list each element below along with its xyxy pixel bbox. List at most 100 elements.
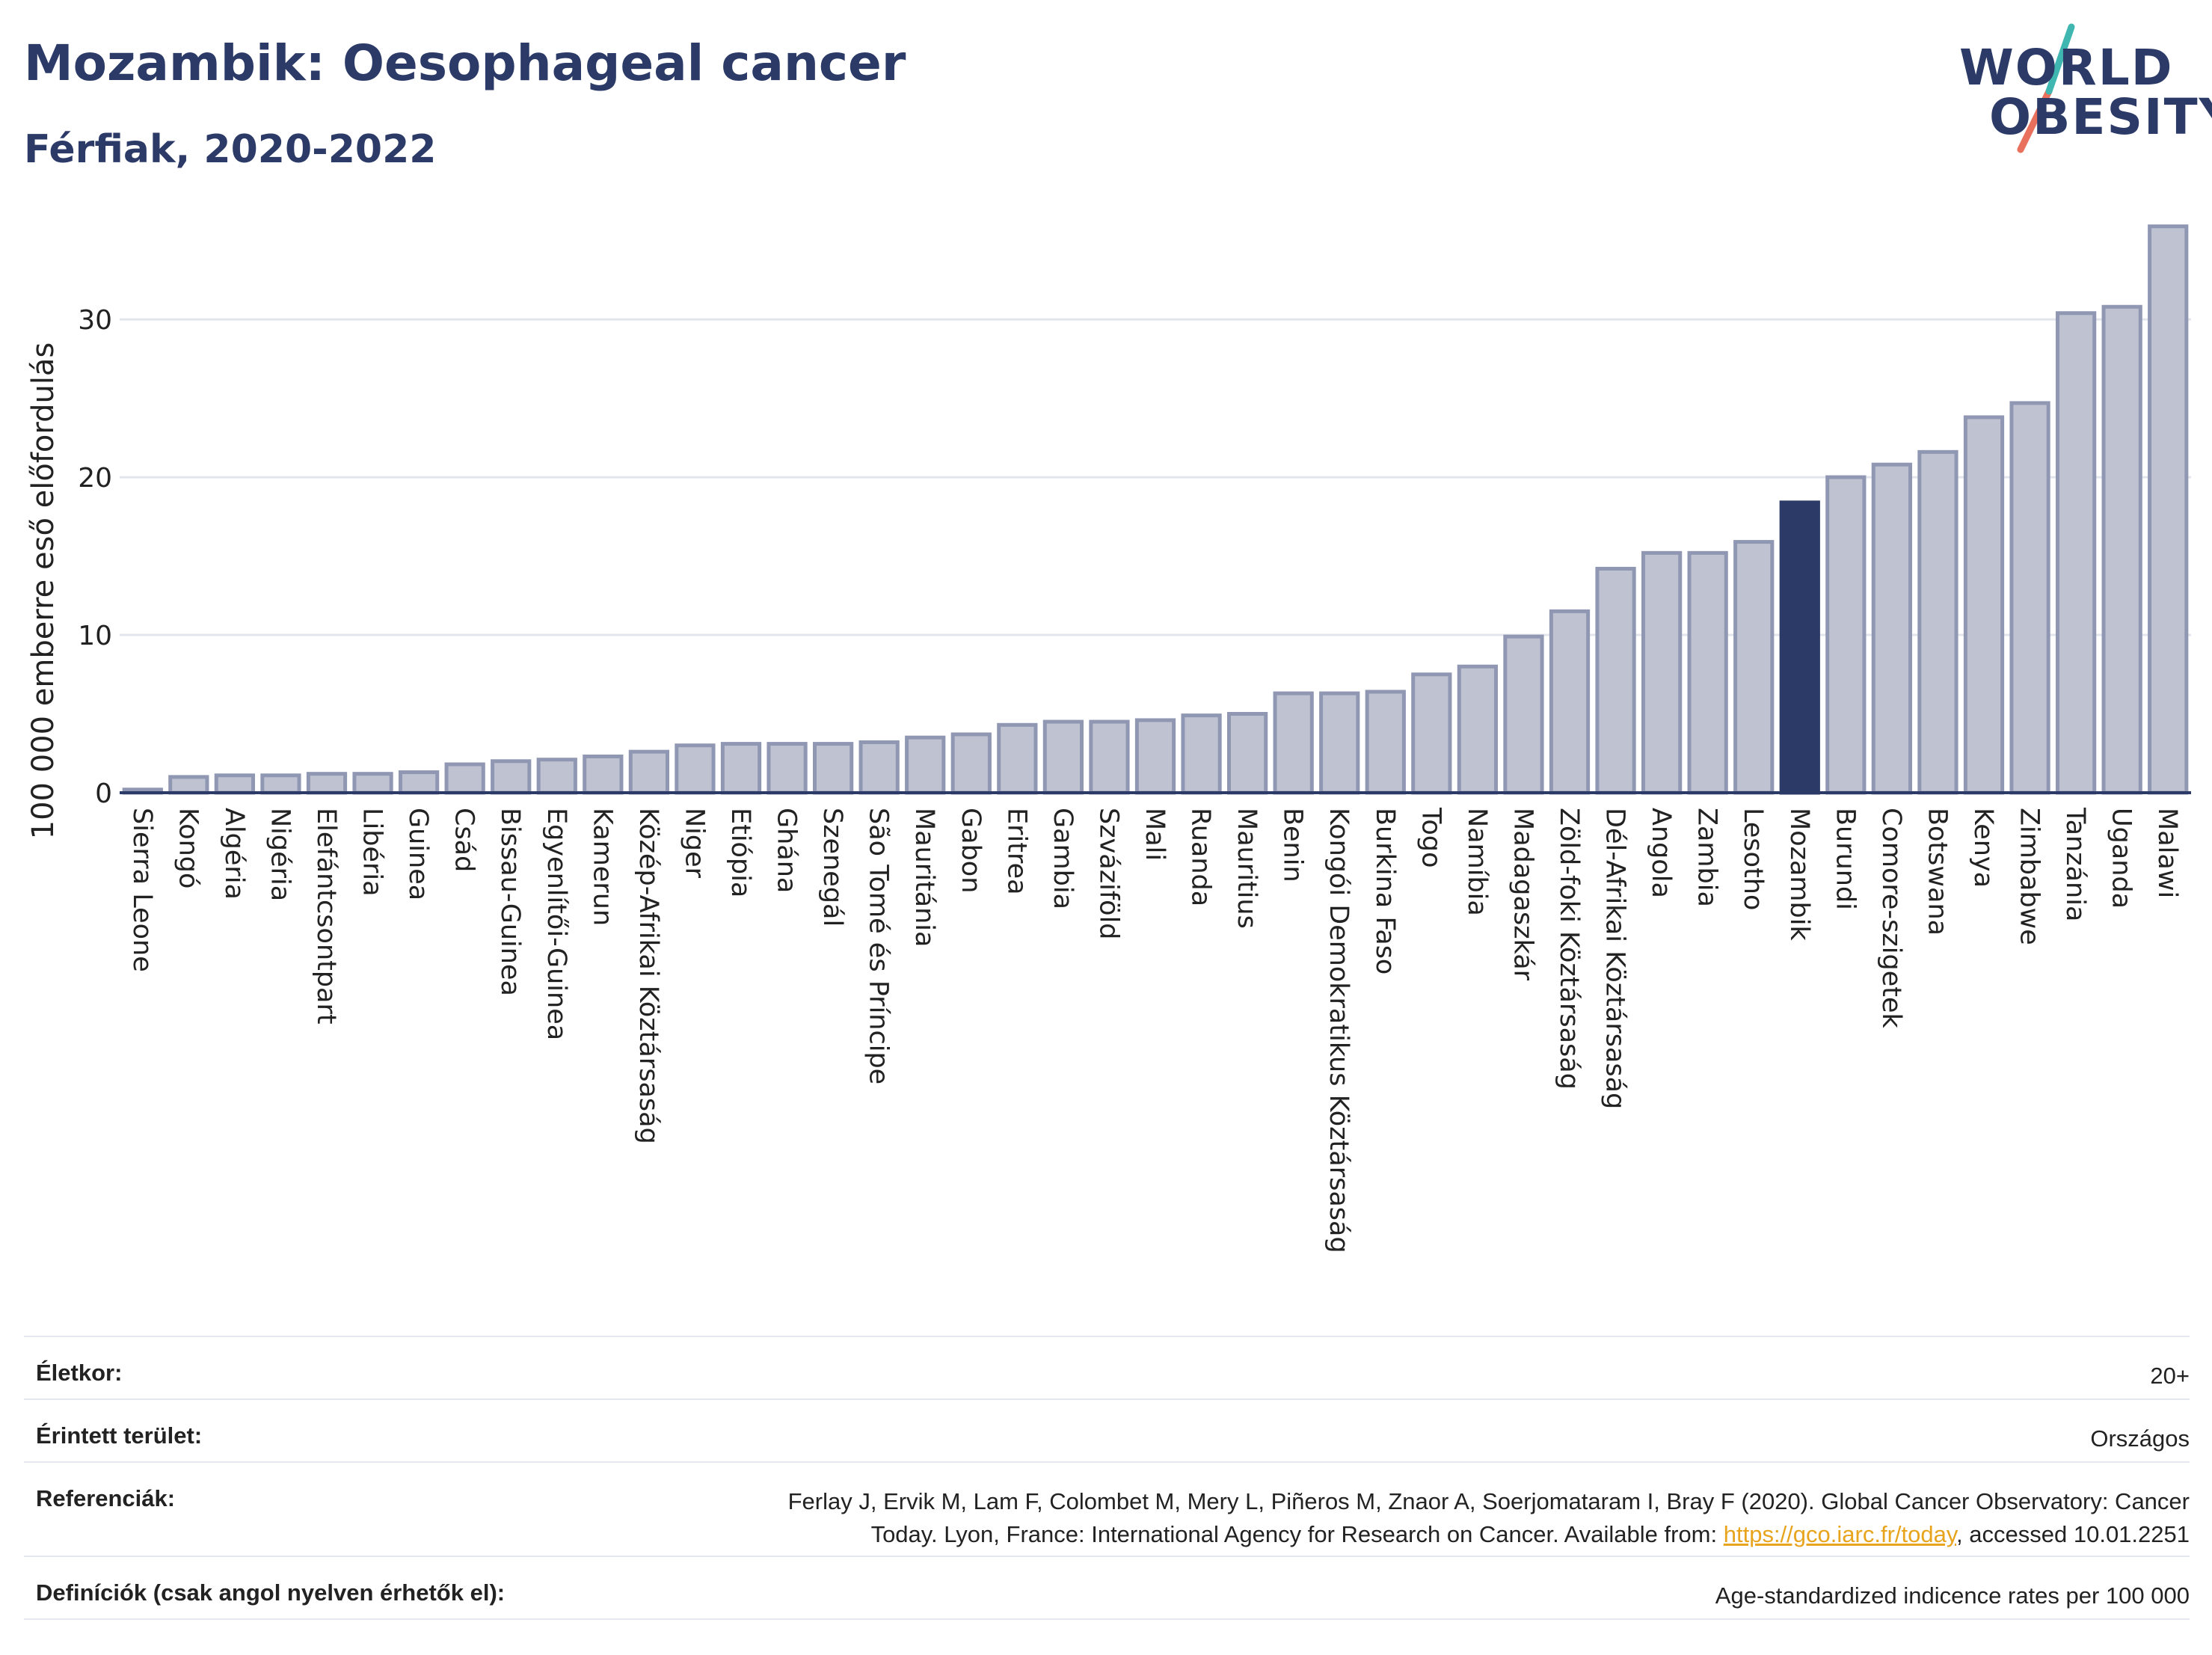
x-tick-label: Közép-Afrikai Köztársaság (633, 808, 663, 1144)
reference-line-1: Ferlay J, Ervik M, Lam F, Colombet M, Me… (787, 1488, 2190, 1514)
bar[interactable] (1457, 664, 1499, 795)
bar[interactable] (352, 772, 393, 795)
x-tick-label: Szenegál (817, 808, 847, 927)
bar[interactable] (997, 722, 1038, 795)
info-row-definitions: Definíciók (csak angol nyelven érhetők e… (24, 1556, 2190, 1620)
bar[interactable] (260, 773, 301, 795)
info-value: Ferlay J, Ervik M, Lam F, Colombet M, Me… (788, 1485, 2190, 1551)
bar[interactable] (1134, 718, 1176, 795)
bar[interactable] (1825, 475, 1867, 795)
info-key: Érintett terület: (36, 1422, 203, 1449)
logo-slash-icon (2017, 23, 2075, 153)
reference-text: Today. Lyon, France: International Agenc… (870, 1521, 1724, 1547)
bar[interactable] (1963, 415, 2005, 795)
x-tick-label: Mozambik (1784, 808, 1814, 941)
bar[interactable] (1549, 609, 1591, 795)
bar[interactable] (812, 742, 854, 795)
x-tick-label: Benin (1278, 808, 1308, 882)
bar[interactable] (858, 740, 900, 795)
x-tick-label: Burundi (1830, 808, 1860, 910)
x-tick-label: Libéria (357, 808, 387, 897)
page-title: Mozambik: Oesophageal cancer (24, 34, 906, 92)
x-tick-label: Algéria (219, 808, 249, 900)
x-tick-label: Zöld-foki Köztársaság (1554, 808, 1584, 1090)
bar[interactable] (1733, 540, 1775, 795)
bar[interactable] (1319, 691, 1360, 795)
bar[interactable] (766, 742, 808, 795)
x-tick-label: Zimbabwe (2015, 808, 2044, 945)
x-tick-label: Togo (1416, 807, 1446, 868)
x-tick-label: Burkina Faso (1370, 808, 1400, 974)
bar[interactable] (720, 742, 762, 795)
info-value: 20+ (2150, 1363, 2190, 1389)
bar[interactable] (1365, 690, 1406, 795)
x-tick-label: São Tomé és Príncipe (864, 808, 894, 1084)
x-tick-label: Guinea (403, 808, 433, 900)
x-tick-label: Zambia (1692, 808, 1722, 907)
x-tick-label: Comore-szigetek (1876, 808, 1906, 1028)
reference-text: , accessed 10.01.2251 (1956, 1521, 2190, 1547)
bar[interactable] (444, 762, 485, 795)
bar[interactable] (1595, 566, 1636, 795)
x-tick-label: Nigéria (265, 808, 295, 901)
x-tick-label: Gabon (956, 808, 986, 893)
bar[interactable] (1181, 713, 1222, 795)
bar[interactable] (2055, 311, 2097, 795)
bar[interactable] (1641, 550, 1683, 795)
bar[interactable] (1226, 712, 1268, 795)
bar[interactable] (1871, 462, 1913, 795)
bar[interactable] (1779, 500, 1820, 795)
bar[interactable] (306, 772, 348, 795)
bar[interactable] (491, 759, 532, 795)
x-tick-label: Niger (679, 808, 709, 879)
bar[interactable] (214, 773, 256, 795)
x-tick-label: Dél-Afrikai Köztársaság (1600, 808, 1630, 1109)
x-tick-label: Botswana (1922, 808, 1952, 936)
bar[interactable] (628, 749, 670, 795)
x-tick-label: Mali (1140, 808, 1170, 861)
x-tick-label: Csád (449, 808, 479, 872)
y-tick-label: 10 (78, 621, 112, 651)
x-tick-label: Ghána (772, 808, 802, 893)
reference-link[interactable]: https://gco.iarc.fr/today (1723, 1521, 1957, 1547)
info-value: Országos (2090, 1425, 2190, 1452)
bar[interactable] (1411, 672, 1452, 795)
bar[interactable] (1042, 719, 1084, 795)
bar[interactable] (1687, 550, 1728, 795)
bar[interactable] (583, 754, 624, 795)
bar[interactable] (1089, 719, 1130, 795)
bar-chart: 0 10 20 30 Sierra Leone Kongó Algéria Nigéria El… (78, 224, 2191, 1253)
x-tick-label: Kenya (1968, 808, 1998, 888)
x-tick-label: Sierra Leone (127, 808, 157, 972)
x-tick-label: Eritrea (1001, 808, 1031, 895)
page-subtitle: Férfiak, 2020-2022 (24, 127, 437, 172)
logo-text-world: WORLD (1959, 39, 2174, 96)
y-tick-label: 20 (78, 463, 112, 494)
y-tick-label: 0 (95, 779, 112, 809)
info-value: Age-standardized indicence rates per 100… (1715, 1582, 2190, 1609)
x-tick-label: Kongói Demokratikus Köztársaság (1324, 808, 1354, 1253)
bar[interactable] (168, 775, 209, 795)
x-tick-label: Kongó (173, 808, 203, 888)
bar[interactable] (675, 743, 716, 795)
world-obesity-logo: WORLD OBESITY (1937, 22, 2212, 157)
x-tick-label: Etiópia (725, 808, 755, 897)
x-tick-label: Bissau-Guinea (495, 808, 525, 996)
bar[interactable] (950, 732, 992, 795)
y-axis-label: 100 000 emberre eső előfordulás (26, 342, 61, 840)
bar[interactable] (1503, 634, 1544, 795)
x-tick-label: Angola (1646, 808, 1676, 898)
bar[interactable] (536, 758, 577, 795)
bar[interactable] (905, 735, 946, 795)
x-tick-label: Mauritius (1232, 808, 1262, 929)
bar[interactable] (2009, 401, 2050, 795)
bar[interactable] (398, 770, 440, 795)
x-tick-label: Kamerun (587, 808, 617, 926)
bar[interactable] (1917, 449, 1958, 795)
bar[interactable] (2148, 224, 2189, 795)
x-tick-label: Malawi (2152, 808, 2182, 898)
logo-text-obesity: OBESITY (1989, 88, 2212, 146)
x-tick-label: Uganda (2107, 808, 2136, 909)
bar[interactable] (2101, 304, 2142, 795)
bar[interactable] (1273, 691, 1314, 795)
